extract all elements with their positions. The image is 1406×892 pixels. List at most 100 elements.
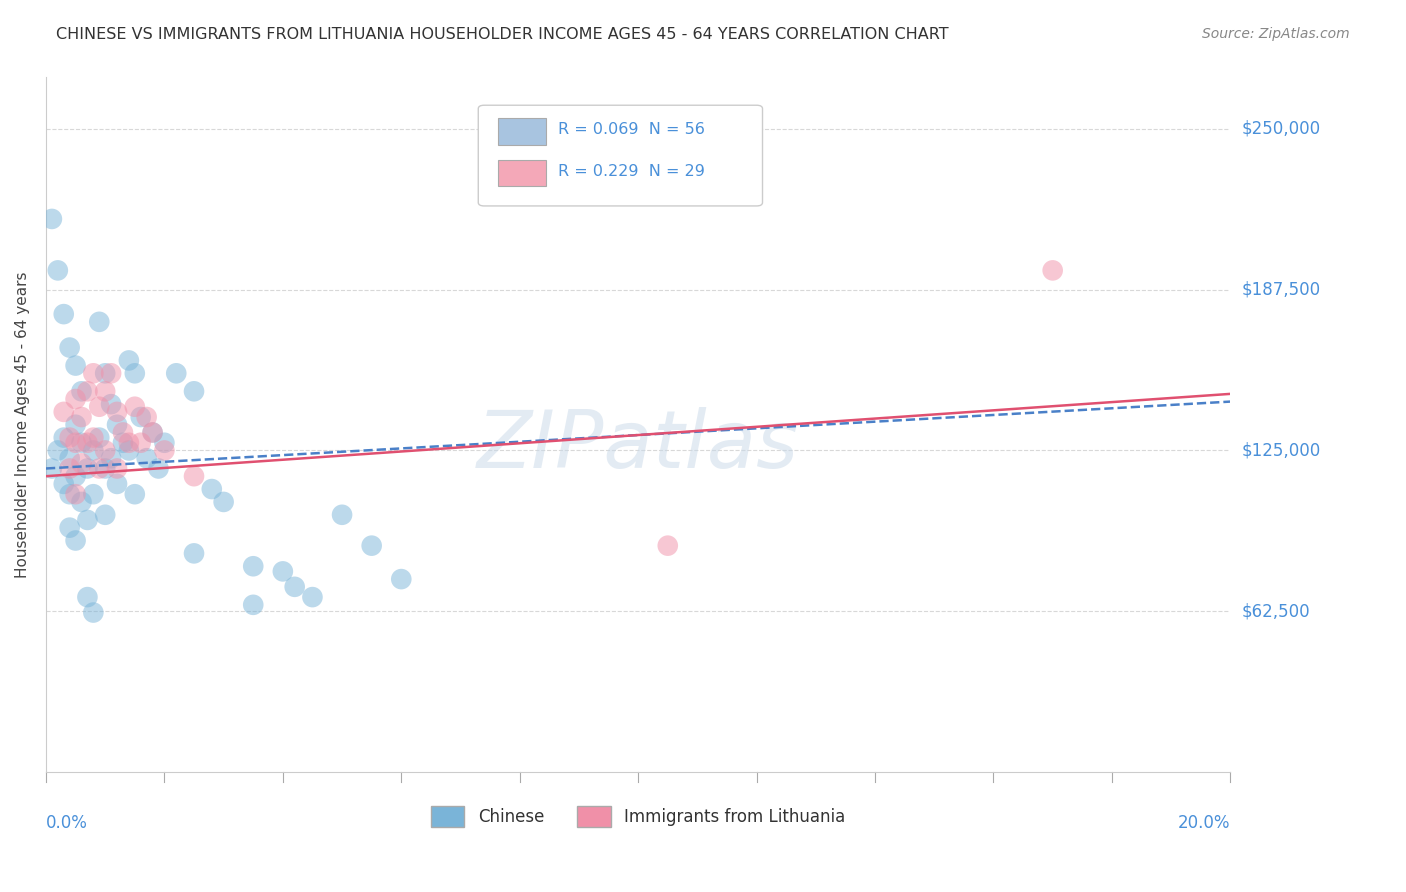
Point bbox=[389, 572, 412, 586]
Point bbox=[65, 359, 87, 373]
Point bbox=[135, 451, 157, 466]
Point bbox=[135, 410, 157, 425]
Text: CHINESE VS IMMIGRANTS FROM LITHUANIA HOUSEHOLDER INCOME AGES 45 - 64 YEARS CORRE: CHINESE VS IMMIGRANTS FROM LITHUANIA HOU… bbox=[56, 27, 949, 42]
Point bbox=[105, 461, 128, 475]
Point bbox=[89, 315, 111, 329]
Point bbox=[183, 384, 205, 399]
Point bbox=[118, 443, 141, 458]
Point bbox=[41, 211, 63, 226]
Point bbox=[271, 565, 294, 579]
Point bbox=[76, 384, 98, 399]
Point bbox=[65, 417, 87, 432]
Point bbox=[94, 461, 117, 475]
Point bbox=[82, 431, 104, 445]
Point bbox=[111, 425, 134, 440]
Point bbox=[65, 469, 87, 483]
Bar bbox=[498, 160, 546, 186]
Point bbox=[82, 606, 104, 620]
Point bbox=[65, 435, 87, 450]
Text: $250,000: $250,000 bbox=[1241, 120, 1320, 138]
Point bbox=[360, 539, 382, 553]
Point bbox=[70, 384, 93, 399]
Point bbox=[59, 451, 82, 466]
Point bbox=[148, 461, 170, 475]
Point bbox=[52, 431, 75, 445]
Point bbox=[100, 451, 122, 466]
Point bbox=[59, 461, 82, 475]
Point bbox=[65, 487, 87, 501]
Point bbox=[105, 417, 128, 432]
Point bbox=[46, 263, 69, 277]
Point bbox=[242, 559, 264, 574]
Point bbox=[124, 366, 146, 380]
Point bbox=[129, 410, 152, 425]
Point bbox=[94, 366, 117, 380]
Point bbox=[70, 495, 93, 509]
Point bbox=[65, 392, 87, 406]
Point bbox=[70, 435, 93, 450]
Point bbox=[76, 435, 98, 450]
Point bbox=[70, 456, 93, 470]
Point bbox=[301, 590, 323, 604]
Point bbox=[52, 405, 75, 419]
Point bbox=[100, 397, 122, 411]
Point bbox=[142, 425, 165, 440]
Text: 0.0%: 0.0% bbox=[46, 814, 87, 831]
Point bbox=[65, 533, 87, 548]
Point bbox=[212, 495, 235, 509]
Text: $187,500: $187,500 bbox=[1241, 281, 1320, 299]
Point bbox=[105, 477, 128, 491]
Point bbox=[59, 341, 82, 355]
Text: R = 0.229  N = 29: R = 0.229 N = 29 bbox=[558, 164, 704, 178]
Point bbox=[94, 443, 117, 458]
Point bbox=[82, 443, 104, 458]
Point bbox=[105, 405, 128, 419]
Point bbox=[46, 443, 69, 458]
Point bbox=[89, 461, 111, 475]
Point bbox=[657, 539, 679, 553]
Point bbox=[41, 461, 63, 475]
Bar bbox=[498, 119, 546, 145]
Point bbox=[94, 508, 117, 522]
Point bbox=[76, 513, 98, 527]
Point bbox=[59, 521, 82, 535]
Point bbox=[183, 546, 205, 560]
Point bbox=[118, 435, 141, 450]
Point bbox=[52, 307, 75, 321]
Point bbox=[52, 477, 75, 491]
Point bbox=[118, 353, 141, 368]
Point bbox=[89, 431, 111, 445]
Point bbox=[59, 487, 82, 501]
Point bbox=[142, 425, 165, 440]
Text: $62,500: $62,500 bbox=[1241, 602, 1310, 620]
Point bbox=[70, 410, 93, 425]
Point bbox=[124, 400, 146, 414]
Text: ZIPatlas: ZIPatlas bbox=[477, 407, 799, 484]
Point bbox=[82, 366, 104, 380]
Point bbox=[76, 461, 98, 475]
FancyBboxPatch shape bbox=[478, 105, 762, 206]
Point bbox=[59, 431, 82, 445]
Point bbox=[82, 487, 104, 501]
Point bbox=[153, 443, 176, 458]
Point bbox=[100, 366, 122, 380]
Point bbox=[165, 366, 187, 380]
Point bbox=[89, 400, 111, 414]
Point bbox=[111, 435, 134, 450]
Point bbox=[94, 384, 117, 399]
Point bbox=[330, 508, 353, 522]
Point bbox=[284, 580, 307, 594]
Text: 20.0%: 20.0% bbox=[1178, 814, 1230, 831]
Legend: Chinese, Immigrants from Lithuania: Chinese, Immigrants from Lithuania bbox=[425, 799, 852, 833]
Text: R = 0.069  N = 56: R = 0.069 N = 56 bbox=[558, 122, 704, 137]
Y-axis label: Householder Income Ages 45 - 64 years: Householder Income Ages 45 - 64 years bbox=[15, 271, 30, 578]
Point bbox=[129, 435, 152, 450]
Point bbox=[183, 469, 205, 483]
Point bbox=[1042, 263, 1064, 277]
Point bbox=[153, 435, 176, 450]
Point bbox=[201, 482, 224, 496]
Point bbox=[242, 598, 264, 612]
Point bbox=[76, 590, 98, 604]
Point bbox=[124, 487, 146, 501]
Text: Source: ZipAtlas.com: Source: ZipAtlas.com bbox=[1202, 27, 1350, 41]
